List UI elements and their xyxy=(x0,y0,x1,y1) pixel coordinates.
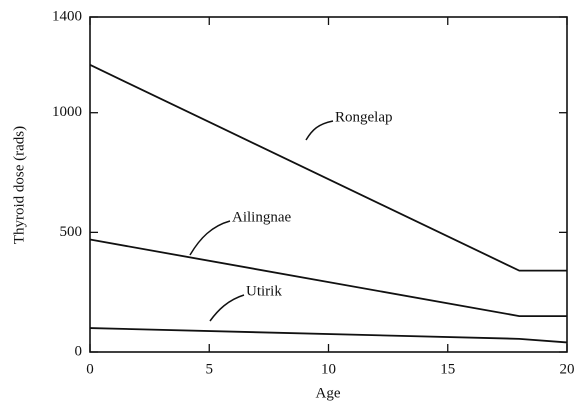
label-arrow xyxy=(305,120,334,141)
x-tick-label: 5 xyxy=(206,361,214,377)
label-arrow xyxy=(209,294,245,322)
series-line xyxy=(89,238,567,318)
x-tick-label: 10 xyxy=(321,361,336,377)
series-label: Utirik xyxy=(246,283,282,299)
plot-frame xyxy=(89,16,568,353)
series-line xyxy=(89,327,568,344)
series-label: Rongelap xyxy=(335,109,393,125)
label-arrow xyxy=(189,220,231,256)
y-tick-label: 500 xyxy=(60,224,83,240)
x-axis-label: Age xyxy=(316,385,341,401)
series-label: Ailingnae xyxy=(232,209,291,225)
x-tick-label: 0 xyxy=(86,361,94,377)
series-line xyxy=(89,64,567,272)
x-tick-label: 20 xyxy=(560,361,575,377)
y-axis-label: Thyroid dose (rads) xyxy=(11,126,27,244)
x-tick-label: 15 xyxy=(440,361,455,377)
y-tick-label: 0 xyxy=(75,343,83,359)
y-tick-label: 1400 xyxy=(52,8,82,24)
y-tick-label: 1000 xyxy=(52,104,82,120)
